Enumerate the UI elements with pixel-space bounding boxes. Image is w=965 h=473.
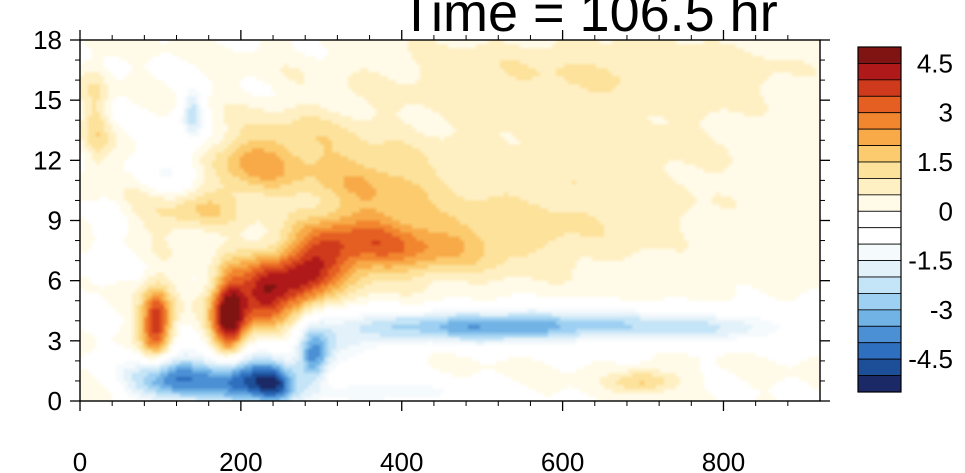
contour-raster [80,40,820,401]
x-tick-label: 400 [380,447,423,473]
colorbar-box [857,342,902,360]
y-tick-label: 12 [33,145,62,175]
colorbar-box [857,178,902,196]
colorbar-box [857,325,902,344]
colorbar-box [857,128,902,146]
colorbar-tick-label: 3 [939,98,953,128]
chart-title: Time = 106.5 hr [400,0,778,43]
y-tick-label: 6 [48,266,62,296]
x-tick-label: 600 [541,447,584,473]
colorbar-box [857,161,902,179]
colorbar-box [857,227,902,245]
x-tick-label: 0 [73,447,87,473]
colorbar-box [857,112,902,130]
colorbar-box [857,260,902,278]
colorbar-tick-label: -1.5 [908,246,953,276]
colorbar-box [857,79,902,97]
y-tick-label: 0 [48,386,62,416]
colorbar-box [857,210,902,229]
y-tick-label: 15 [33,85,62,115]
colorbar-box [857,46,902,64]
colorbar-tick-label: 4.5 [917,48,953,78]
colorbar-box [857,95,902,114]
plot-axes: 0 3 6 9 12 15 18 0 200 400 600 800 [33,25,830,473]
colorbar-box [857,145,902,163]
colorbar-box [857,276,902,294]
y-tick-label: 9 [48,206,62,236]
x-tick-label: 200 [219,447,262,473]
colorbar-tick-label: 1.5 [917,147,953,177]
colorbar-box [857,293,902,311]
colorbar-box [857,194,902,212]
colorbar-tick-label: -3 [930,295,953,325]
colorbar-box [857,63,902,81]
colorbar-box [857,309,902,327]
y-tick-label: 3 [48,326,62,356]
colorbar: 4.5 3 1.5 0 -1.5 -3 -4.5 [857,46,953,393]
colorbar-box [857,243,902,261]
colorbar-frame [857,46,902,393]
colorbar-box [857,375,902,393]
y-tick-label: 18 [33,25,62,55]
colorbar-tick-label: -4.5 [908,344,953,374]
contour-field [80,40,820,401]
x-tick-label: 800 [702,447,745,473]
colorbar-tick-label: 0 [939,196,953,226]
colorbar-box [857,358,902,376]
